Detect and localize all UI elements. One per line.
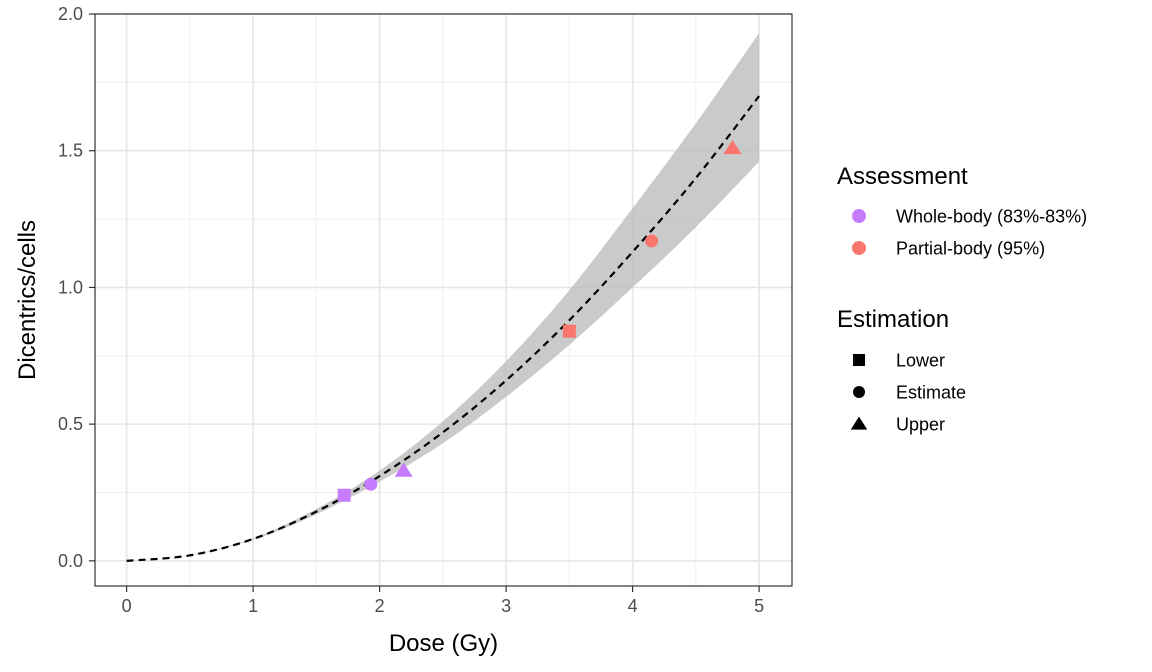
legend-key-lower [853,354,865,366]
legend-label: Lower [896,351,945,371]
x-tick-label: 1 [248,596,258,616]
point-partial-body-lower [562,324,576,338]
point-whole-body-upper [394,462,413,477]
legend-key-upper [850,416,868,430]
y-tick-label: 1.5 [58,141,83,161]
x-tick-label: 2 [375,596,385,616]
y-axis-title: Dicentrics/cells [14,220,41,380]
y-tick-label: 0.5 [58,414,83,434]
plot-panel [95,14,792,586]
legends: Assessment Whole-body (83%-83%) Partial-bo… [837,163,1087,435]
legend-assessment: Assessment Whole-body (83%-83%) Partial-bo… [837,163,1087,259]
point-partial-body-upper [723,139,742,155]
legend-key-estimate [853,386,865,398]
y-axis: 0.0 0.5 1.0 1.5 2.0 [58,4,95,571]
x-axis: 0 1 2 3 4 5 [122,586,764,616]
legend-key-whole-body [852,209,866,223]
x-tick-label: 3 [501,596,511,616]
legend-title: Assessment [837,163,968,190]
legend-label: Upper [896,415,945,435]
x-tick-label: 5 [754,596,764,616]
x-tick-label: 4 [628,596,638,616]
point-partial-body-estimate [645,234,659,248]
x-tick-label: 0 [122,596,132,616]
x-axis-title: Dose (Gy) [389,630,498,657]
legend-label: Estimate [896,383,966,403]
legend-key-partial-body [852,241,866,255]
y-tick-label: 1.0 [58,277,83,297]
point-whole-body-lower [337,488,351,502]
data-points [337,139,742,502]
plot-border [94,13,793,587]
y-tick-label: 2.0 [58,4,83,24]
point-whole-body-estimate [364,477,378,491]
legend-estimation: Estimation Lower Estimate Upper [837,306,966,435]
legend-label: Whole-body (83%-83%) [896,207,1087,227]
y-tick-label: 0.0 [58,551,83,571]
fitted-curve [126,95,760,562]
legend-title: Estimation [837,306,949,333]
legend-label: Partial-body (95%) [896,239,1045,259]
